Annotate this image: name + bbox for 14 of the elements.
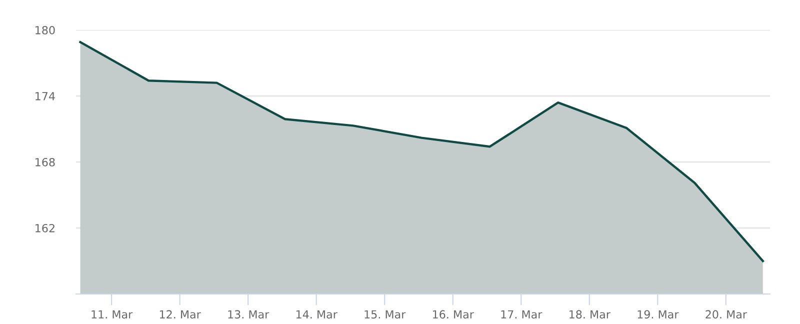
x-tick-label: 12. Mar [160, 310, 201, 319]
x-tick-label: 16. Mar [433, 310, 474, 319]
x-tick-label: 15. Mar [364, 310, 406, 319]
x-tick-label: 20. Mar [706, 310, 747, 319]
y-tick-label: 174 [36, 92, 55, 100]
x-tick-label: 13. Mar [228, 310, 270, 319]
y-tick-label: 180 [36, 26, 55, 34]
x-tick-label: 19. Mar [638, 310, 679, 319]
x-tick-label: 18. Mar [570, 310, 610, 319]
x-tick-label: 14. Mar [296, 310, 338, 319]
y-tick-label: 168 [36, 158, 55, 166]
x-tick-label: 11. Mar [92, 310, 133, 319]
y-tick-label: 162 [36, 224, 54, 232]
x-tick-label: 17. Mar [501, 310, 542, 319]
